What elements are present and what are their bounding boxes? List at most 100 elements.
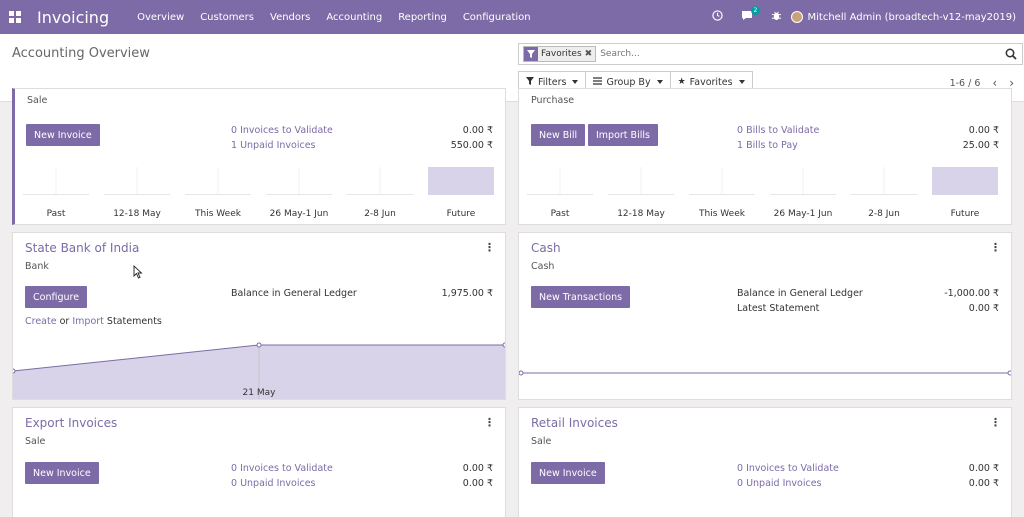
unpaid-invoices-link[interactable]: 0 Unpaid Invoices <box>737 478 822 489</box>
purchase-bar-label: This Week <box>699 209 745 219</box>
menu-vendors[interactable]: Vendors <box>270 11 311 23</box>
avatar <box>790 11 803 23</box>
funnel-icon <box>526 76 534 88</box>
create-link[interactable]: Create <box>25 316 57 327</box>
menu-accounting[interactable]: Accounting <box>326 11 383 23</box>
chevron-left-icon[interactable]: ‹ <box>992 76 998 90</box>
main-menu: Overview Customers Vendors Accounting Re… <box>129 12 539 23</box>
bills-to-validate-amount: 0.00 ₹ <box>968 125 999 136</box>
balance-label: Balance in General Ledger <box>737 288 863 299</box>
purchase-bar-label: 2-8 Jun <box>868 209 900 219</box>
invoices-to-validate-amount: 0.00 ₹ <box>462 463 493 474</box>
invoices-to-validate-link[interactable]: 0 Invoices to Validate <box>231 463 333 474</box>
cash-graph-point <box>519 370 524 376</box>
journal-name[interactable]: State Bank of India <box>25 241 140 255</box>
search-options: Filters Group By ★ Favorites <box>518 71 753 93</box>
search-icon[interactable] <box>1005 48 1017 60</box>
kebab-menu-icon[interactable]: ⋮ <box>990 416 1001 429</box>
kebab-menu-icon[interactable]: ⋮ <box>484 241 495 254</box>
balance-label: Balance in General Ledger <box>231 288 357 299</box>
sale-bar-label: 12-18 May <box>113 209 161 219</box>
sale-bar <box>23 194 89 195</box>
unpaid-invoices-amount: 0.00 ₹ <box>968 478 999 489</box>
new-invoice-button[interactable]: New Invoice <box>26 124 100 146</box>
purchase-bar-label: Future <box>950 209 980 219</box>
menu-customers[interactable]: Customers <box>200 11 254 23</box>
statements-text: Statements <box>106 316 162 327</box>
purchase-bar <box>527 194 593 195</box>
user-menu[interactable]: Mitchell Admin (broadtech-v12-may2019) <box>790 11 1016 23</box>
invoices-to-validate-link[interactable]: 0 Invoices to Validate <box>231 125 333 136</box>
chevron-right-icon[interactable]: › <box>1009 76 1014 90</box>
invoices-to-validate-amount: 0.00 ₹ <box>968 463 999 474</box>
bills-to-pay-amount: 25.00 ₹ <box>962 140 999 151</box>
sale-bar <box>185 194 251 195</box>
bills-to-validate-link[interactable]: 0 Bills to Validate <box>737 125 820 136</box>
sale-bar-label: Past <box>46 209 66 219</box>
sale-bar-graph[interactable] <box>23 165 503 215</box>
new-invoice-button[interactable]: New Invoice <box>531 462 605 484</box>
favorites-label: Favorites <box>689 76 733 88</box>
journal-name[interactable]: Retail Invoices <box>531 416 618 430</box>
app-brand[interactable]: Invoicing <box>37 7 110 27</box>
kebab-menu-icon[interactable]: ⋮ <box>484 416 495 429</box>
purchase-bar-graph[interactable] <box>527 165 1007 215</box>
journal-name[interactable]: Cash <box>531 241 561 255</box>
pager-value[interactable]: 1-6 / 6 <box>949 77 981 89</box>
chat-icon[interactable]: 2 <box>741 6 761 24</box>
purchase-bar-label: 26 May-1 Jun <box>773 209 833 219</box>
purchase-bar-label: Past <box>550 209 570 219</box>
search-facet: Favorites ✖ <box>523 46 597 62</box>
menu-configuration[interactable]: Configuration <box>462 11 531 23</box>
purchase-bar <box>689 194 755 195</box>
purchase-bar <box>932 167 998 195</box>
invoices-to-validate-link[interactable]: 0 Invoices to Validate <box>737 463 839 474</box>
caret-down-icon <box>656 80 663 84</box>
bank-graph-point <box>13 368 16 374</box>
search-input[interactable] <box>600 49 981 59</box>
import-bills-button[interactable]: Import Bills <box>588 124 658 146</box>
bank-line-graph[interactable] <box>13 341 506 400</box>
cash-line-graph[interactable] <box>519 363 1012 383</box>
filters-label: Filters <box>538 76 567 88</box>
search-bar: Favorites ✖ <box>518 43 1023 65</box>
chat-badge: 2 <box>750 6 761 15</box>
facet-value: Favorites <box>541 49 582 59</box>
unpaid-invoices-link[interactable]: 1 Unpaid Invoices <box>231 140 316 151</box>
new-transactions-button[interactable]: New Transactions <box>531 286 631 308</box>
balance-amount: -1,000.00 ₹ <box>944 288 999 299</box>
apps-icon[interactable] <box>9 11 21 23</box>
or-text: or <box>59 316 70 327</box>
new-bill-button[interactable]: New Bill <box>531 124 586 146</box>
facet-remove-icon[interactable]: ✖ <box>584 49 593 59</box>
page-title: Accounting Overview <box>12 46 150 61</box>
pager: 1-6 / 6 ‹ › <box>950 76 1014 90</box>
sale-bar <box>347 194 413 195</box>
unpaid-invoices-link[interactable]: 0 Unpaid Invoices <box>231 478 316 489</box>
mouse-cursor-icon <box>133 265 143 279</box>
kebab-menu-icon[interactable]: ⋮ <box>990 241 1001 254</box>
statement-label: Latest Statement <box>737 303 820 314</box>
bills-to-pay-link[interactable]: 1 Bills to Pay <box>737 140 798 151</box>
journal-type: Cash <box>531 261 555 272</box>
configure-button[interactable]: Configure <box>25 286 88 308</box>
journal-name[interactable]: Export Invoices <box>25 416 118 430</box>
menu-overview[interactable]: Overview <box>137 11 185 23</box>
purchase-bar-label: 12-18 May <box>617 209 665 219</box>
menu-reporting[interactable]: Reporting <box>398 11 447 23</box>
user-name: Mitchell Admin (broadtech-v12-may2019) <box>807 11 1016 23</box>
filter-icon <box>524 47 538 61</box>
import-link[interactable]: Import <box>72 316 104 327</box>
journal-type: Sale <box>25 436 46 447</box>
sale-bar <box>428 167 494 195</box>
journal-type: Purchase <box>531 95 575 106</box>
sale-bar-label: 26 May-1 Jun <box>269 209 329 219</box>
purchase-bar <box>851 194 917 195</box>
bug-icon[interactable] <box>771 10 782 24</box>
caret-down-icon <box>738 80 745 84</box>
top-navbar: Invoicing Overview Customers Vendors Acc… <box>0 0 1024 34</box>
new-invoice-button[interactable]: New Invoice <box>25 462 99 484</box>
bank-graph-label: 21 May <box>242 388 276 398</box>
bank-graph-point <box>256 342 262 348</box>
clock-icon[interactable] <box>711 10 723 24</box>
